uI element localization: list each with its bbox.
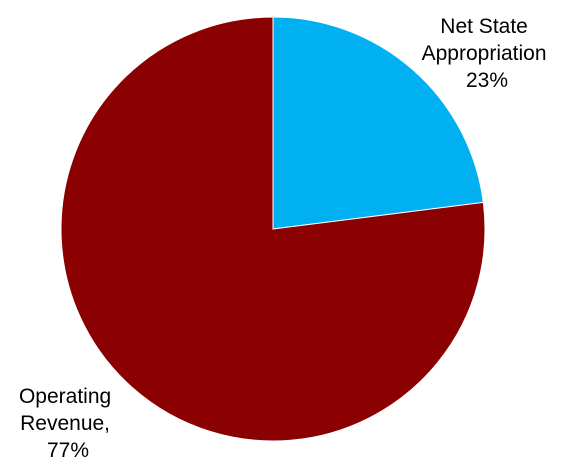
slice-labels: Net State Appropriation 23% Operating Re… — [19, 15, 553, 462]
pie-slice-net-state-appropriation — [272, 16, 484, 230]
slice-label-operating-revenue: Operating Revenue, 77% — [19, 385, 117, 462]
slice-label-net-state-appropriation: Net State Appropriation 23% — [422, 15, 553, 92]
pie-slices — [60, 16, 486, 442]
pie-slice-operating-revenue — [60, 16, 486, 442]
